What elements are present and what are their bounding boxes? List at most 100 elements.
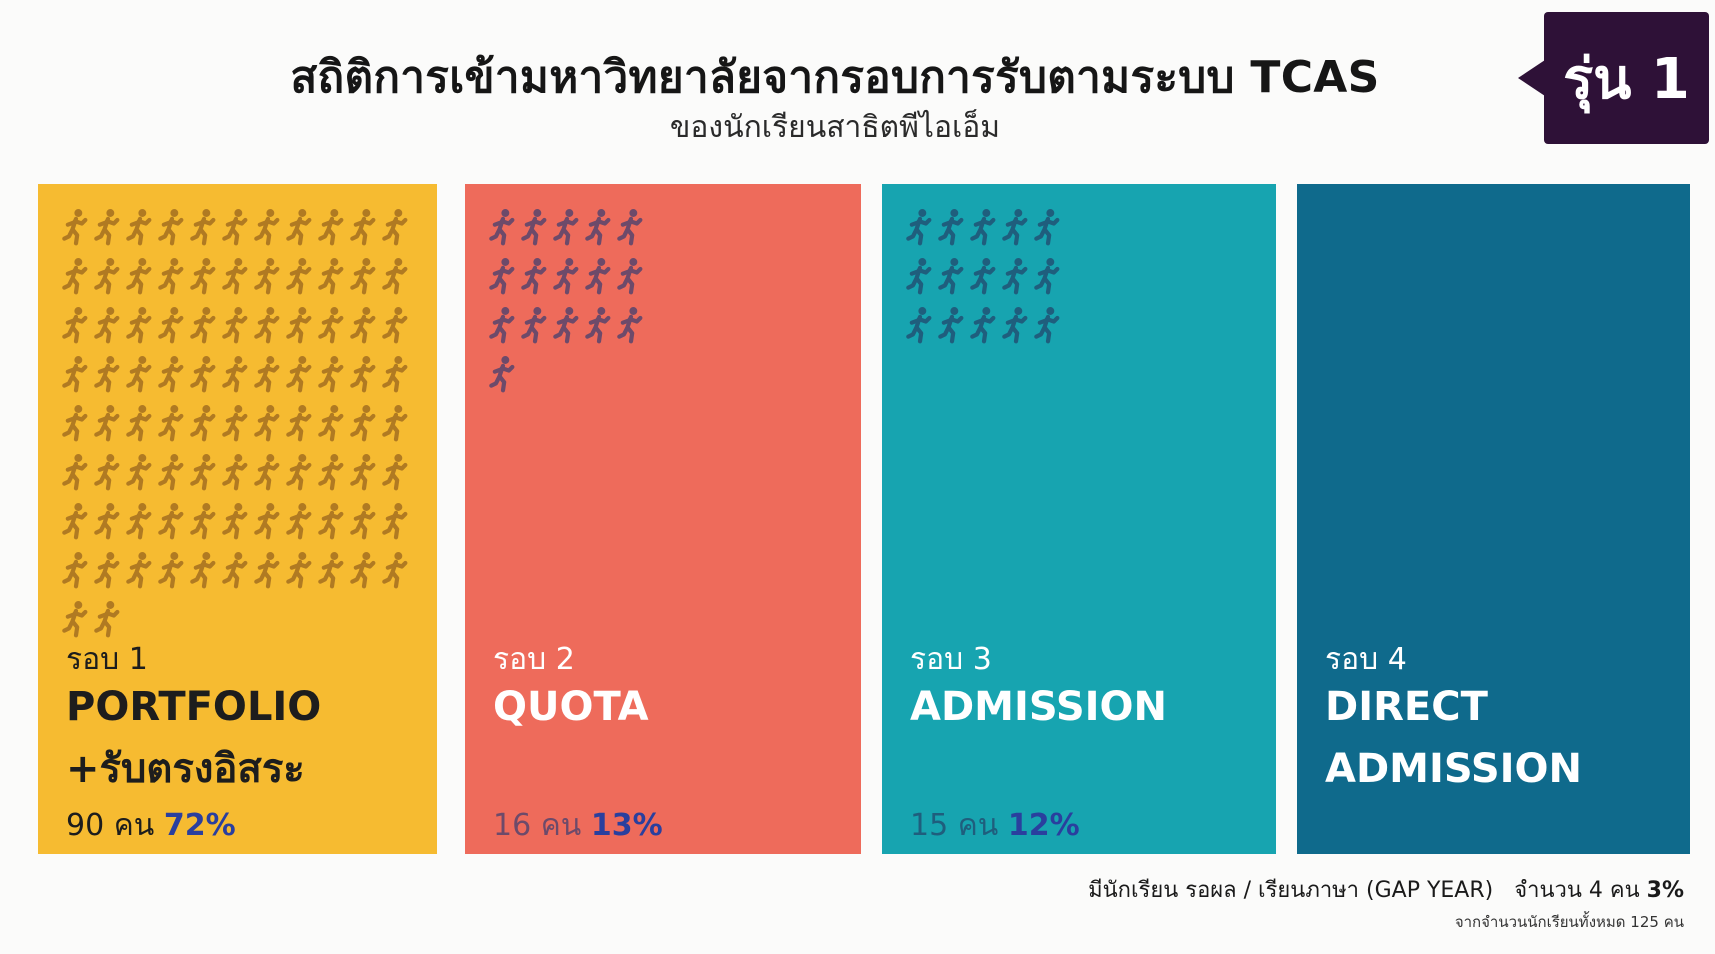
running-person-icon — [158, 551, 186, 589]
gap-year-percent: 3% — [1646, 878, 1684, 903]
running-person-icon — [938, 306, 966, 344]
gap-year-label: มีนักเรียน รอผล / เรียนภาษา (GAP YEAR) — [1088, 878, 1494, 903]
running-person-icon — [254, 208, 282, 246]
running-person-icon — [382, 257, 410, 295]
running-person-icon — [350, 257, 378, 295]
running-person-icon — [585, 306, 613, 344]
running-person-icon — [222, 453, 250, 491]
running-person-icon — [190, 208, 218, 246]
running-person-icon — [617, 208, 645, 246]
generation-badge-arrow — [1518, 60, 1545, 96]
round-label: รอบ 3 — [910, 642, 992, 677]
running-person-icon — [350, 502, 378, 540]
round-label: รอบ 1 — [66, 642, 148, 677]
running-person-icon — [617, 306, 645, 344]
running-person-icon — [94, 453, 122, 491]
count-value: 90 คน — [66, 808, 164, 843]
running-person-icon — [126, 306, 154, 344]
running-person-icon — [1034, 306, 1062, 344]
running-person-icon — [94, 306, 122, 344]
running-person-icon — [906, 257, 934, 295]
round-label: รอบ 2 — [493, 642, 575, 677]
total-note: จากจำนวนนักเรียนทั้งหมด 125 คน — [1454, 913, 1684, 931]
count-value: 16 คน — [493, 808, 591, 843]
panel-round-3: รอบ 3 ADMISSION 15 คน 12% — [882, 184, 1276, 854]
running-person-icon — [286, 453, 314, 491]
category-name: PORTFOLIO +รับตรงอิสระ — [66, 676, 321, 800]
running-person-icon — [158, 257, 186, 295]
running-person-icon — [190, 257, 218, 295]
running-person-icon — [222, 355, 250, 393]
running-person-icon — [158, 208, 186, 246]
running-person-icon — [489, 306, 517, 344]
running-person-icon — [190, 404, 218, 442]
percent-value: 12% — [1007, 808, 1080, 843]
running-person-icon — [94, 208, 122, 246]
running-person-icon — [318, 502, 346, 540]
running-person-icon — [222, 257, 250, 295]
running-person-icon — [318, 257, 346, 295]
running-person-icon — [254, 257, 282, 295]
running-person-icon — [318, 306, 346, 344]
running-person-icon — [126, 551, 154, 589]
running-person-icon — [190, 502, 218, 540]
running-person-icon — [62, 208, 90, 246]
running-person-icon — [190, 306, 218, 344]
running-person-icon — [158, 453, 186, 491]
panel-round-2: รอบ 2 QUOTA 16 คน 13% — [465, 184, 861, 854]
running-person-icon — [318, 355, 346, 393]
running-person-icon — [553, 306, 581, 344]
category-name-line: DIRECT — [1325, 684, 1488, 730]
running-person-icon — [254, 551, 282, 589]
count-value: 15 คน — [910, 808, 1008, 843]
percent-value: 13% — [590, 808, 663, 843]
running-person-icon — [350, 551, 378, 589]
running-person-icon — [382, 551, 410, 589]
count-line: 16 คน 13% — [493, 802, 663, 849]
panel-round-4: รอบ 4 DIRECT ADMISSION — [1297, 184, 1690, 854]
running-person-icon — [906, 208, 934, 246]
running-person-icon — [350, 355, 378, 393]
running-person-icon — [1034, 208, 1062, 246]
running-person-icon — [126, 404, 154, 442]
generation-badge: รุ่น 1 — [1544, 12, 1709, 144]
running-person-icon — [382, 404, 410, 442]
round-label: รอบ 4 — [1325, 642, 1407, 677]
category-name: ADMISSION — [910, 676, 1167, 738]
running-person-icon — [62, 600, 90, 638]
running-person-icon — [585, 257, 613, 295]
running-person-icon — [350, 453, 378, 491]
running-person-icon — [350, 306, 378, 344]
running-person-icon — [62, 453, 90, 491]
category-name-line: ADMISSION — [1325, 746, 1583, 792]
running-person-icon — [1002, 208, 1030, 246]
running-person-icon — [1034, 257, 1062, 295]
running-person-icon — [126, 355, 154, 393]
running-person-icon — [254, 355, 282, 393]
running-person-icon — [254, 404, 282, 442]
running-person-icon — [62, 502, 90, 540]
running-person-icon — [94, 404, 122, 442]
running-person-icon — [938, 257, 966, 295]
category-name-line: QUOTA — [493, 684, 649, 730]
running-person-icon — [222, 502, 250, 540]
running-person-icon — [286, 551, 314, 589]
panel-round-1: รอบ 1 PORTFOLIO +รับตรงอิสระ 90 คน 72% — [38, 184, 437, 854]
running-person-icon — [286, 404, 314, 442]
running-person-icon — [158, 355, 186, 393]
count-line: 15 คน 12% — [910, 802, 1080, 849]
running-person-icon — [126, 453, 154, 491]
running-person-icon — [970, 257, 998, 295]
running-person-icon — [318, 551, 346, 589]
category-name-line: +รับตรงอิสระ — [66, 746, 305, 792]
running-person-icon — [382, 355, 410, 393]
running-person-icon — [254, 502, 282, 540]
running-person-icon — [286, 355, 314, 393]
running-person-icon — [190, 551, 218, 589]
running-person-icon — [94, 257, 122, 295]
page-subtitle: ของนักเรียนสาธิตพีไอเอ็ม — [669, 110, 1001, 145]
running-person-icon — [489, 355, 517, 393]
running-person-icon — [254, 306, 282, 344]
running-person-icon — [222, 306, 250, 344]
gap-year-count: จำนวน 4 คน — [1514, 878, 1640, 903]
